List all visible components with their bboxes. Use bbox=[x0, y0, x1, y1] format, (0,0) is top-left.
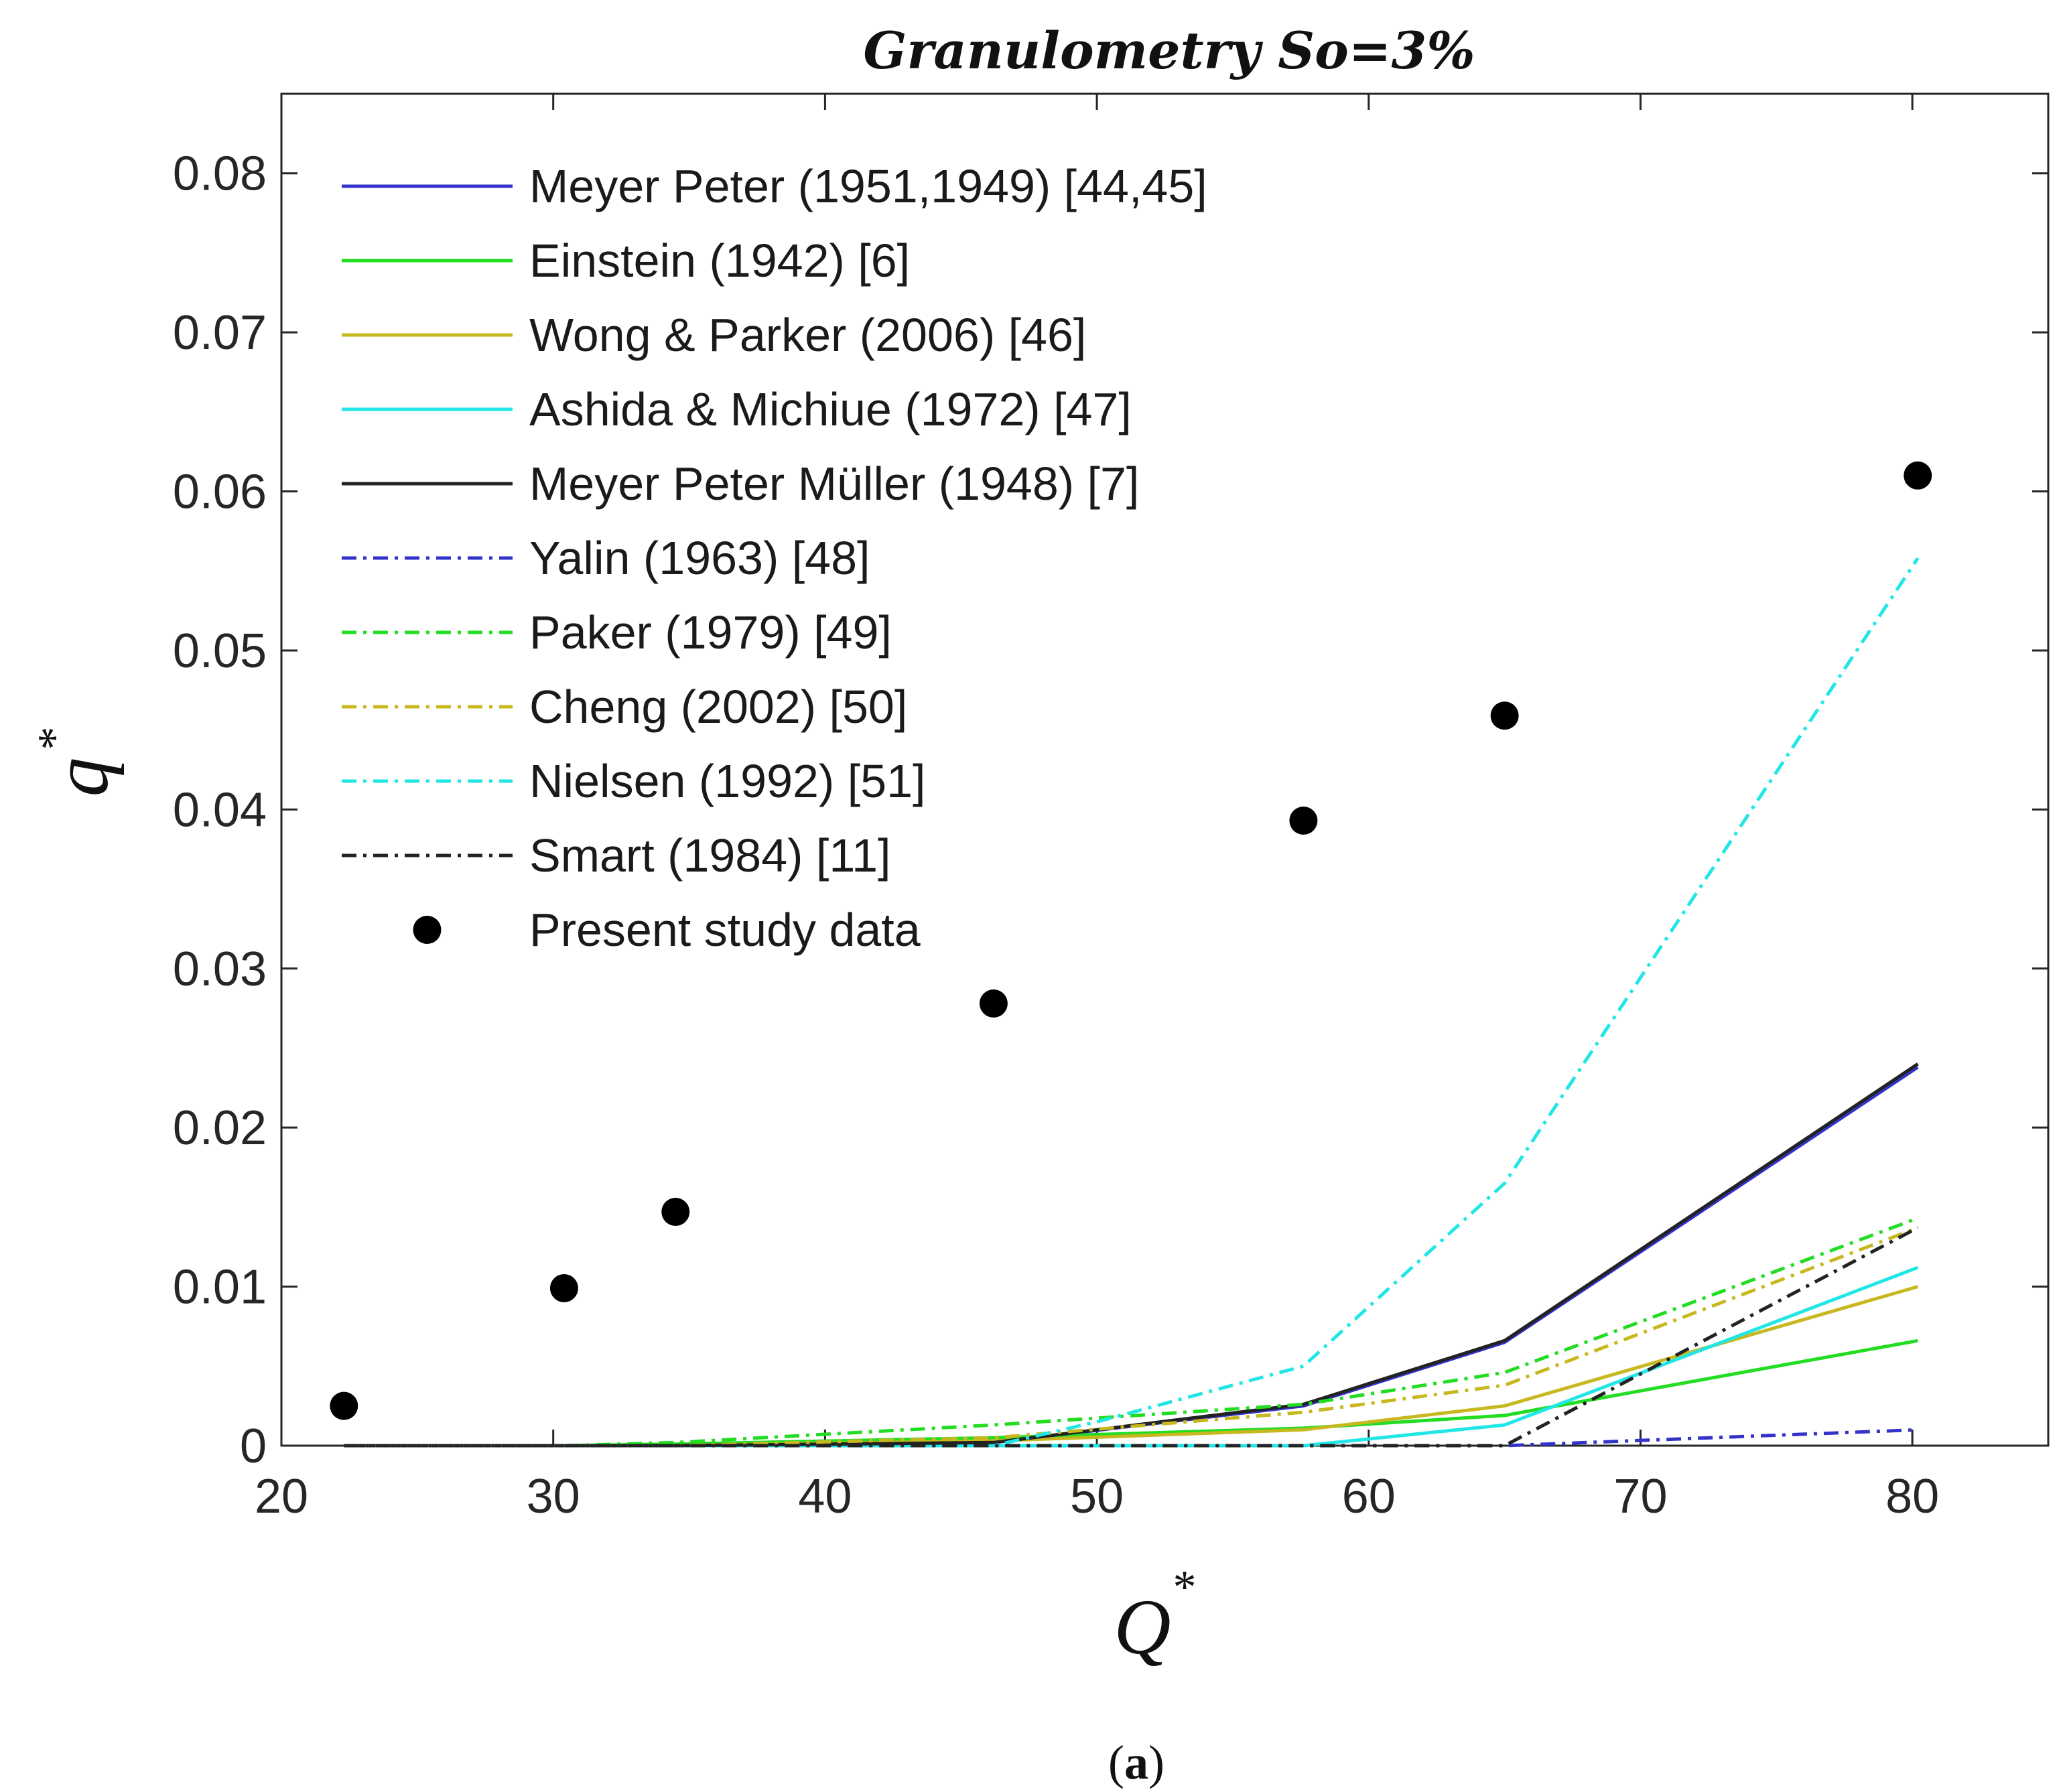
chart-title: Granulometry So=3% bbox=[863, 21, 1475, 80]
caption-close: ) bbox=[1148, 1736, 1164, 1789]
x-tick-label: 30 bbox=[527, 1470, 580, 1523]
data-point bbox=[1289, 806, 1318, 835]
y-tick-label: 0.04 bbox=[173, 783, 267, 837]
x-tick-label: 50 bbox=[1070, 1470, 1124, 1523]
legend-label: Cheng (2002) [50] bbox=[529, 681, 907, 733]
x-tick-label: 60 bbox=[1342, 1470, 1396, 1523]
x-axis-ticks: 20 30 40 50 60 70 80 bbox=[255, 94, 1939, 1523]
legend-label: Meyer Peter (1951,1949) [44,45] bbox=[529, 160, 1207, 212]
legend-label: Einstein (1942) [6] bbox=[529, 234, 910, 287]
legend-label: Ashida & Michiue (1972) [47] bbox=[529, 383, 1132, 435]
y-axis-label: q bbox=[37, 758, 125, 797]
caption-letter: a bbox=[1124, 1736, 1148, 1789]
y-axis-label-group: q * bbox=[29, 727, 125, 797]
x-tick-label: 70 bbox=[1613, 1470, 1667, 1523]
legend-swatch-present-study-data bbox=[413, 916, 442, 944]
data-point bbox=[979, 989, 1008, 1018]
legend-label: Nielsen (1992) [51] bbox=[529, 755, 925, 807]
y-tick-label: 0.02 bbox=[173, 1101, 267, 1155]
x-axis-label: Q bbox=[1114, 1583, 1171, 1671]
data-point bbox=[661, 1198, 690, 1227]
legend-label: Paker (1979) [49] bbox=[529, 606, 892, 659]
legend-label: Wong & Parker (2006) [46] bbox=[529, 309, 1086, 361]
x-tick-label: 20 bbox=[255, 1470, 308, 1523]
y-tick-label: 0.05 bbox=[173, 624, 267, 678]
y-axis-ticks: 0 0.01 0.02 0.03 0.04 0.05 0.06 0.07 0.08 bbox=[173, 147, 2048, 1473]
x-tick-label: 80 bbox=[1885, 1470, 1939, 1523]
x-axis-label-superscript: * bbox=[1173, 1562, 1197, 1613]
series-line-meyer-peter-m-ller-1948-7 bbox=[344, 1062, 1919, 1448]
legend: Meyer Peter (1951,1949) [44,45] Einstein … bbox=[342, 160, 1207, 956]
data-point bbox=[1904, 461, 1932, 490]
series-lines bbox=[344, 557, 1920, 1448]
x-tick-label: 40 bbox=[798, 1470, 852, 1523]
y-tick-label: 0.06 bbox=[173, 466, 267, 519]
y-tick-label: 0.03 bbox=[173, 943, 267, 996]
data-point bbox=[1490, 701, 1519, 730]
data-point bbox=[549, 1273, 578, 1302]
scatter-points bbox=[330, 461, 1932, 1420]
series-line-nielsen-1992-51 bbox=[344, 557, 1920, 1448]
legend-label: Smart (1984) [11] bbox=[529, 829, 891, 882]
legend-label: Yalin (1963) [48] bbox=[529, 532, 870, 584]
legend-label: Meyer Peter Müller (1948) [7] bbox=[529, 458, 1139, 510]
y-tick-label: 0.08 bbox=[173, 147, 267, 201]
x-axis-label-group: Q * bbox=[1114, 1562, 1196, 1671]
figure-caption: (a) bbox=[1108, 1736, 1164, 1789]
y-tick-label: 0.01 bbox=[173, 1261, 267, 1314]
y-tick-label: 0.07 bbox=[173, 306, 267, 360]
caption-open: ( bbox=[1108, 1736, 1124, 1789]
legend-label: Present study data bbox=[529, 904, 921, 956]
data-point bbox=[330, 1391, 358, 1420]
y-axis-label-superscript: * bbox=[29, 727, 80, 750]
y-tick-label: 0 bbox=[240, 1420, 267, 1473]
